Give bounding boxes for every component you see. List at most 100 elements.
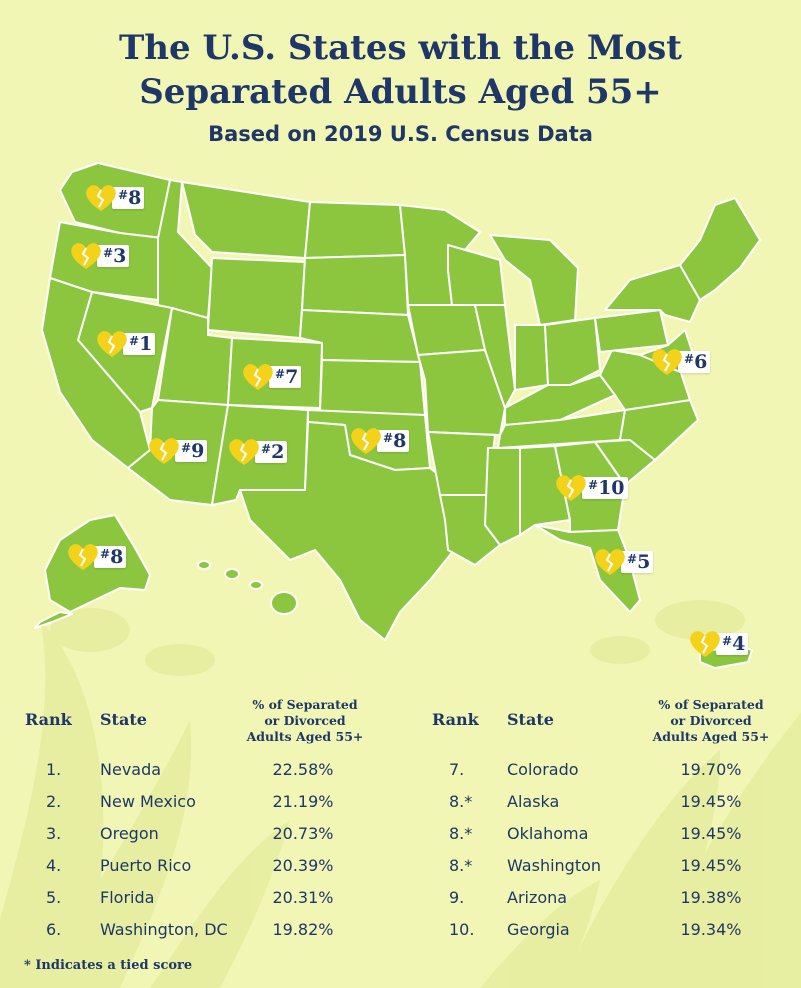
- state-hawaii-1: [197, 560, 211, 570]
- marker-label: #2: [255, 441, 288, 463]
- table-row-pct: 19.34%: [680, 920, 742, 939]
- table-row-state: Washington, DC: [100, 920, 228, 939]
- table-row-rank: 8.*: [449, 792, 473, 811]
- broken-heart-icon: [68, 544, 98, 570]
- marker-florida: #5: [593, 547, 654, 577]
- broken-heart-icon: [595, 549, 625, 575]
- marker-washington-dc: #6: [650, 347, 711, 377]
- state-south-dakota: [301, 254, 409, 316]
- broken-heart-icon: [149, 438, 179, 464]
- marker-label: #3: [97, 245, 130, 267]
- table-row-state: Oregon: [100, 824, 159, 843]
- table-row-rank: 7.: [449, 760, 465, 779]
- table-row-pct: 20.73%: [272, 824, 334, 843]
- marker-georgia: #10: [554, 473, 628, 503]
- us-map: [34, 162, 761, 669]
- table-row-pct: 19.45%: [680, 792, 742, 811]
- pct-header-line-3: Adults Aged 55+: [652, 729, 770, 744]
- state-montana: [181, 181, 311, 259]
- table-row-pct: 19.45%: [680, 856, 742, 875]
- table-row-pct: 20.39%: [272, 856, 334, 875]
- table-row-state: Colorado: [507, 760, 579, 779]
- table-row-pct: 20.31%: [272, 888, 334, 907]
- broken-heart-icon: [556, 475, 586, 501]
- broken-heart-icon: [690, 631, 720, 657]
- broken-heart-icon: [243, 364, 273, 390]
- marker-label: #10: [582, 477, 628, 499]
- table-row-state: Georgia: [507, 920, 570, 939]
- state-iowa: [407, 304, 486, 356]
- table-row-rank: 10.: [449, 920, 475, 939]
- state-wisconsin: [447, 244, 506, 306]
- table-row-pct: 19.45%: [680, 824, 742, 843]
- state-header: State: [507, 710, 554, 729]
- state-alaska-chain: [34, 611, 73, 629]
- marker-label: #7: [269, 366, 302, 388]
- table-row-rank: 6.: [46, 920, 62, 939]
- table-row-pct: 21.19%: [272, 792, 334, 811]
- marker-label: #6: [678, 351, 711, 373]
- broken-heart-icon: [71, 243, 101, 269]
- table-row-rank: 9.: [449, 888, 465, 907]
- marker-label: #9: [175, 440, 208, 462]
- state-north-dakota: [304, 201, 406, 259]
- state-header: State: [100, 710, 147, 729]
- pct-header-line-1: % of Separated: [252, 697, 358, 712]
- table-row-pct: 19.82%: [272, 920, 334, 939]
- state-hawaii-2: [224, 568, 240, 580]
- state-arkansas: [427, 431, 496, 496]
- marker-label: #4: [716, 633, 749, 655]
- table-row-state: Washington: [507, 856, 602, 875]
- table-row-rank: 2.: [46, 792, 62, 811]
- state-kansas: [319, 359, 426, 416]
- state-illinois: [474, 304, 516, 409]
- marker-arizona: #9: [147, 436, 208, 466]
- table-row-state: Puerto Rico: [100, 856, 192, 875]
- marker-label: #8: [377, 430, 410, 452]
- pct-header-line-1: % of Separated: [658, 697, 764, 712]
- leaf-background: [0, 600, 801, 988]
- marker-new-mexico: #2: [227, 437, 288, 467]
- broken-heart-icon: [97, 331, 127, 357]
- state-new-england: [679, 197, 761, 301]
- marker-nevada: #1: [95, 329, 156, 359]
- state-hawaii-3: [249, 580, 263, 590]
- marker-label: #1: [123, 333, 156, 355]
- marker-alaska: #8: [66, 542, 127, 572]
- state-florida: [534, 524, 641, 613]
- broken-heart-icon: [86, 185, 116, 211]
- table-row-state: Alaska: [507, 792, 560, 811]
- pct-header-line-2: or Divorced: [264, 713, 346, 728]
- table-row-rank: 3.: [46, 824, 62, 843]
- rank-header: Rank: [25, 710, 72, 729]
- table-row-pct: 19.38%: [680, 888, 742, 907]
- table-row-pct: 22.58%: [272, 760, 334, 779]
- marker-colorado: #7: [241, 362, 302, 392]
- state-alabama: [519, 445, 571, 536]
- broken-heart-icon: [351, 428, 381, 454]
- table-row-rank: 4.: [46, 856, 62, 875]
- state-hawaii-4: [270, 591, 298, 615]
- table-row-rank: 8.*: [449, 824, 473, 843]
- pct-header-line-3: Adults Aged 55+: [246, 729, 364, 744]
- marker-oregon: #3: [69, 241, 130, 271]
- table-row-rank: 5.: [46, 888, 62, 907]
- table-row-state: Arizona: [507, 888, 568, 907]
- state-new-york: [604, 264, 701, 323]
- table-row-pct: 19.70%: [680, 760, 742, 779]
- table-row-rank: 8.*: [449, 856, 473, 875]
- state-mississippi: [484, 447, 521, 546]
- title-line-2: Separated Adults Aged 55+: [139, 72, 662, 112]
- marker-label: #8: [94, 546, 127, 568]
- rank-header: Rank: [432, 710, 479, 729]
- broken-heart-icon: [652, 349, 682, 375]
- state-texas: [239, 421, 463, 641]
- marker-oklahoma: #8: [349, 426, 410, 456]
- pct-header: % of Separated or Divorced Adults Aged 5…: [230, 697, 380, 745]
- table-row-state: Florida: [100, 888, 155, 907]
- table-row-rank: 1.: [46, 760, 62, 779]
- marker-washington: #8: [84, 183, 145, 213]
- table-row-state: Nevada: [100, 760, 162, 779]
- title-line-1: The U.S. States with the Most: [119, 28, 682, 68]
- state-pennsylvania: [594, 309, 669, 353]
